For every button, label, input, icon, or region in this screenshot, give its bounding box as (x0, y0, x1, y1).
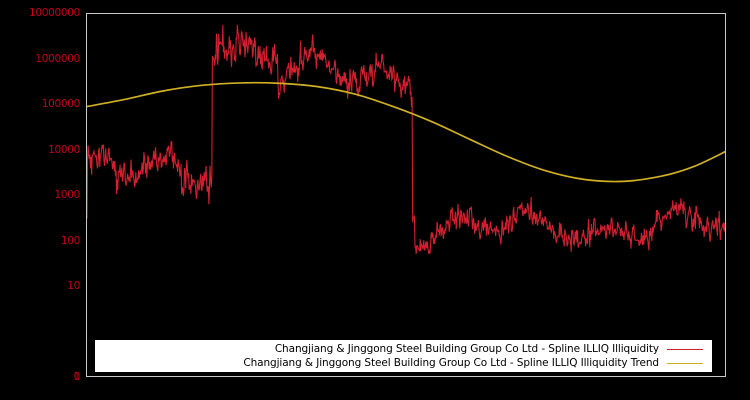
legend-label-illiquidity: Changjiang & Jinggong Steel Building Gro… (274, 343, 659, 355)
y-tick-label: 100 (60, 234, 80, 247)
y-tick-label: 1 (73, 370, 81, 383)
y-tick-label: 1000 (54, 188, 80, 201)
y-tick-label: 100000 (41, 97, 81, 110)
y-tick-label: 1000000 (35, 52, 80, 65)
series-illiquidity-line (87, 24, 725, 255)
y-tick-label: 10000 (48, 143, 80, 156)
legend-entry-illiquidity: Changjiang & Jinggong Steel Building Gro… (96, 342, 705, 356)
y-tick-label: 10 (67, 279, 80, 292)
chart-legend: Changjiang & Jinggong Steel Building Gro… (95, 340, 712, 372)
y-tick-label: 10000000 (28, 6, 80, 19)
legend-line-sample-red (667, 348, 703, 350)
series-illiquidity-trend-line (87, 81, 725, 183)
legend-label-illiquidity-trend: Changjiang & Jinggong Steel Building Gro… (243, 357, 659, 369)
legend-line-sample-gold (667, 362, 703, 364)
chart-canvas (87, 24, 725, 255)
plot-area (86, 13, 726, 377)
y-tick-label: 0 (73, 370, 81, 383)
legend-entry-illiquidity-trend: Changjiang & Jinggong Steel Building Gro… (96, 356, 705, 370)
